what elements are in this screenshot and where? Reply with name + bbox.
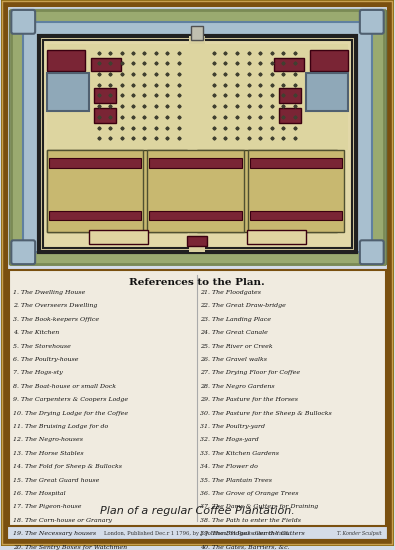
Text: 25. The River or Creek: 25. The River or Creek (200, 344, 273, 349)
Bar (248, 150, 344, 232)
Bar (246, 230, 306, 244)
FancyBboxPatch shape (360, 240, 384, 264)
Text: T. Konder Sculpsit: T. Konder Sculpsit (337, 531, 382, 536)
Text: 5. The Storehouse: 5. The Storehouse (13, 344, 71, 349)
Bar (47, 50, 85, 72)
Text: 19. The Necessary houses: 19. The Necessary houses (13, 531, 96, 536)
Bar (94, 108, 116, 123)
Bar (49, 211, 141, 221)
Text: 1. The Dwelling House: 1. The Dwelling House (13, 290, 86, 295)
Bar (47, 43, 348, 150)
Bar (94, 89, 116, 103)
Bar (23, 22, 372, 252)
Bar (47, 150, 187, 232)
Bar (279, 108, 301, 123)
Bar (250, 211, 342, 221)
Text: 20. The Sentry Boxes for Watchmen: 20. The Sentry Boxes for Watchmen (13, 544, 128, 549)
Text: 30. The Pasture for the Sheep & Bullocks: 30. The Pasture for the Sheep & Bullocks (200, 411, 332, 416)
Text: References to the Plan.: References to the Plan. (129, 278, 265, 287)
FancyBboxPatch shape (11, 10, 35, 34)
Text: 31. The Poultry-yard: 31. The Poultry-yard (200, 424, 265, 429)
Text: 13. The Horse Stables: 13. The Horse Stables (13, 451, 84, 456)
Text: 29. The Pasture for the Horses: 29. The Pasture for the Horses (200, 397, 298, 402)
Bar (279, 89, 301, 103)
Text: 16. The Hospital: 16. The Hospital (13, 491, 66, 496)
Bar (310, 50, 348, 72)
Bar (9, 270, 386, 526)
Text: 8. The Boat-house or small Dock: 8. The Boat-house or small Dock (13, 384, 116, 389)
Bar (191, 26, 203, 40)
Text: 9. The Carpenters & Coopers Lodge: 9. The Carpenters & Coopers Lodge (13, 397, 128, 402)
Text: 33. The Kitchen Gardens: 33. The Kitchen Gardens (200, 451, 279, 456)
Bar (49, 158, 141, 168)
Bar (13, 10, 382, 264)
Text: 12. The Negro-houses: 12. The Negro-houses (13, 437, 83, 442)
Text: 35. The Plantain Trees: 35. The Plantain Trees (200, 477, 272, 483)
Bar (11, 10, 384, 264)
Bar (147, 150, 244, 232)
Text: 22. The Great Draw-bridge: 22. The Great Draw-bridge (200, 304, 286, 309)
Text: 15. The Great Guard house: 15. The Great Guard house (13, 477, 100, 483)
Text: 40. The Gates, Barriers, &c.: 40. The Gates, Barriers, &c. (200, 544, 290, 549)
Bar (149, 158, 242, 168)
Text: 4. The Kitchen: 4. The Kitchen (13, 330, 60, 335)
Text: London, Published Dec.r 1 1796, by J. Johnson, St Paul's Church Yard.: London, Published Dec.r 1 1796, by J. Jo… (104, 531, 290, 536)
Bar (89, 230, 149, 244)
Bar (187, 236, 207, 246)
Text: 37. The Dams & Gutters for Draining: 37. The Dams & Gutters for Draining (200, 504, 318, 509)
Text: 2. The Overseers Dwelling: 2. The Overseers Dwelling (13, 304, 98, 309)
Bar (43, 40, 352, 248)
Bar (39, 36, 356, 252)
Bar (275, 58, 304, 72)
Text: 21. The Floodgates: 21. The Floodgates (200, 290, 261, 295)
Text: 36. The Grove of Orange Trees: 36. The Grove of Orange Trees (200, 491, 299, 496)
Text: 27. The Drying Floor for Coffee: 27. The Drying Floor for Coffee (200, 370, 300, 376)
Text: 34. The Flower do: 34. The Flower do (200, 464, 258, 469)
Text: 3. The Book-keepers Office: 3. The Book-keepers Office (13, 317, 100, 322)
Text: 10. The Drying Lodge for the Coffee: 10. The Drying Lodge for the Coffee (13, 411, 128, 416)
Text: 6. The Poultry-house: 6. The Poultry-house (13, 357, 79, 362)
Bar (91, 58, 120, 72)
FancyBboxPatch shape (11, 240, 35, 264)
Bar (189, 36, 205, 252)
FancyBboxPatch shape (360, 10, 384, 34)
Text: 18. The Corn-house or Granary: 18. The Corn-house or Granary (13, 518, 112, 523)
Bar (9, 10, 386, 264)
Text: 39. The Bridges over the Gutters: 39. The Bridges over the Gutters (200, 531, 305, 536)
Text: 17. The Pigeon-house: 17. The Pigeon-house (13, 504, 82, 509)
Text: Plan of a regular Coffee Plantation.: Plan of a regular Coffee Plantation. (100, 507, 294, 516)
Bar (47, 150, 143, 232)
Bar (306, 74, 348, 111)
Text: 7. The Hogs-sty: 7. The Hogs-sty (13, 370, 63, 376)
Bar (149, 211, 242, 221)
Text: 26. The Gravel walks: 26. The Gravel walks (200, 357, 267, 362)
Text: 11. The Bruising Lodge for do: 11. The Bruising Lodge for do (13, 424, 109, 429)
Text: 32. The Hogs-yard: 32. The Hogs-yard (200, 437, 259, 442)
Text: 28. The Negro Gardens: 28. The Negro Gardens (200, 384, 275, 389)
Bar (9, 8, 386, 266)
Text: 38. The Path to enter the Fields: 38. The Path to enter the Fields (200, 518, 301, 523)
Text: 14. The Fold for Sheep & Bullocks: 14. The Fold for Sheep & Bullocks (13, 464, 122, 469)
Text: 24. The Great Canale: 24. The Great Canale (200, 330, 268, 335)
Bar (47, 74, 89, 111)
Text: 23. The Landing Place: 23. The Landing Place (200, 317, 271, 322)
Bar (197, 150, 337, 232)
Bar (250, 158, 342, 168)
